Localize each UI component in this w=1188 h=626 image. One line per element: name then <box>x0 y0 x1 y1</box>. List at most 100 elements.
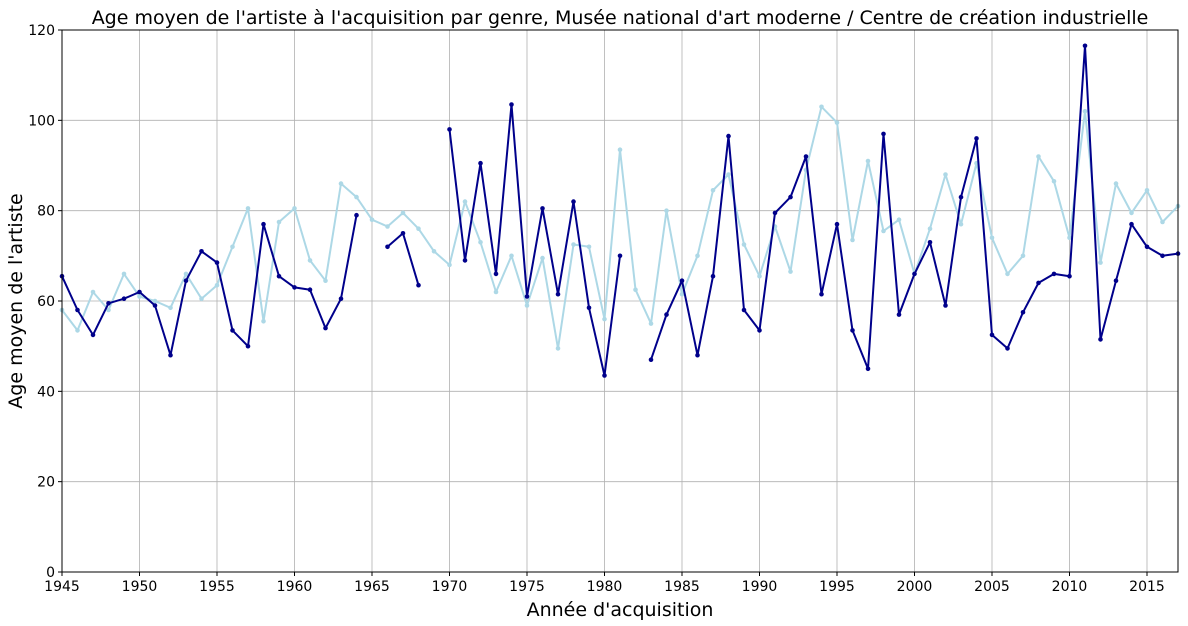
data-point <box>292 285 297 290</box>
data-point <box>276 219 282 225</box>
data-point <box>1036 280 1041 286</box>
data-point <box>1144 188 1150 193</box>
data-point <box>943 172 948 177</box>
data-point <box>540 255 545 261</box>
data-point <box>912 271 917 277</box>
data-point <box>199 296 204 302</box>
data-point <box>354 194 359 200</box>
grid <box>61 29 1178 573</box>
data-point <box>168 305 173 311</box>
data-point <box>462 199 468 204</box>
data-point <box>323 278 328 284</box>
data-point <box>121 296 127 302</box>
x-tick-label: 1950 <box>122 579 158 595</box>
x-tick-label: 1990 <box>742 579 778 595</box>
x-tick-label: 2010 <box>1052 579 1088 595</box>
data-point <box>292 206 297 211</box>
data-point <box>788 269 793 274</box>
data-point <box>1005 271 1010 277</box>
data-point <box>803 154 809 159</box>
data-point <box>896 312 902 317</box>
data-point <box>431 249 437 254</box>
data-point <box>1036 154 1041 159</box>
y-tick-label: 100 <box>28 113 55 129</box>
data-point <box>850 237 855 243</box>
data-point <box>633 287 638 293</box>
data-point <box>1160 219 1165 225</box>
data-point <box>571 199 576 204</box>
data-point <box>819 291 824 297</box>
data-point <box>1098 337 1103 342</box>
data-point <box>1144 244 1150 250</box>
data-point <box>788 194 793 200</box>
data-point <box>137 294 142 299</box>
data-point <box>214 260 220 265</box>
data-point <box>462 258 468 263</box>
data-point <box>741 242 747 247</box>
data-point <box>137 289 142 295</box>
data-point <box>555 346 561 351</box>
data-point <box>416 282 421 288</box>
data-point <box>1129 210 1134 216</box>
data-point <box>90 332 96 338</box>
y-tick-label: 20 <box>37 475 55 491</box>
data-point <box>152 303 158 308</box>
data-point <box>416 226 421 231</box>
data-point <box>1098 260 1103 265</box>
data-point <box>881 131 886 137</box>
x-tick-label: 1995 <box>819 579 855 595</box>
y-tick-label: 120 <box>28 23 55 39</box>
data-point <box>617 253 623 259</box>
data-point <box>989 235 995 241</box>
data-point <box>509 102 514 107</box>
data-point <box>199 249 204 254</box>
data-point <box>710 273 716 279</box>
data-point <box>1067 235 1072 241</box>
data-point <box>478 240 483 245</box>
data-point <box>261 221 266 227</box>
data-point <box>524 303 530 308</box>
data-point <box>865 366 871 372</box>
series-line <box>61 105 1179 350</box>
chart-title: Age moyen de l'artiste à l'acquisition p… <box>92 7 1149 29</box>
data-point <box>90 289 96 295</box>
data-point <box>602 373 607 378</box>
x-tick-label: 1955 <box>199 579 235 595</box>
x-tick-label: 1980 <box>587 579 623 595</box>
series-layer <box>59 43 1181 378</box>
series-line <box>386 232 420 286</box>
series-0 <box>59 43 1181 378</box>
data-point <box>75 328 80 333</box>
data-point <box>710 188 716 193</box>
x-tick-label: 1965 <box>354 579 390 595</box>
data-point <box>493 271 499 277</box>
data-point <box>447 262 452 268</box>
y-tick-label: 0 <box>46 565 55 581</box>
data-point <box>168 352 173 358</box>
data-point <box>648 357 654 363</box>
data-point <box>276 273 282 279</box>
data-point <box>400 210 406 216</box>
data-point <box>648 321 654 326</box>
data-point <box>834 221 840 227</box>
data-point <box>1005 346 1010 351</box>
data-point <box>834 120 840 125</box>
data-point <box>865 158 871 164</box>
data-point <box>772 210 778 216</box>
data-point <box>664 208 669 213</box>
data-point <box>695 352 700 358</box>
data-point <box>555 291 561 297</box>
series-line <box>61 215 358 357</box>
x-tick-label: 1945 <box>44 579 80 595</box>
data-point <box>385 244 390 250</box>
data-point <box>493 289 499 295</box>
data-point <box>896 217 902 222</box>
data-point <box>757 273 762 279</box>
data-point <box>323 325 328 331</box>
data-point <box>400 231 406 236</box>
data-point <box>261 319 266 324</box>
x-axis-title: Année d'acquisition <box>527 599 714 621</box>
data-point <box>1082 43 1088 49</box>
data-point <box>679 291 685 297</box>
